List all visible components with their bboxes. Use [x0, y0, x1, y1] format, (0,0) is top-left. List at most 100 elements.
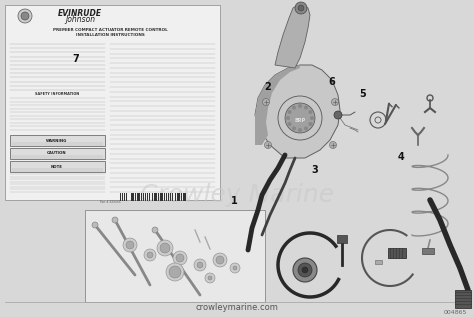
Circle shape — [304, 126, 308, 130]
Bar — [126, 193, 127, 201]
Bar — [175, 193, 176, 201]
Circle shape — [309, 110, 312, 114]
Bar — [124, 193, 125, 201]
Text: 6: 6 — [328, 77, 335, 87]
Bar — [185, 193, 186, 201]
Circle shape — [278, 96, 322, 140]
Bar — [179, 193, 180, 201]
Text: Part # XXXXXX: Part # XXXXXX — [100, 200, 120, 204]
Text: 004865: 004865 — [443, 309, 467, 314]
Text: EVINRUDE: EVINRUDE — [58, 9, 102, 17]
Circle shape — [288, 110, 292, 114]
Bar — [5, 5, 220, 200]
Circle shape — [302, 267, 308, 273]
Polygon shape — [255, 65, 340, 158]
Bar — [155, 193, 156, 201]
Circle shape — [292, 106, 296, 110]
Circle shape — [298, 104, 302, 108]
Circle shape — [169, 266, 181, 278]
Circle shape — [205, 273, 215, 283]
Circle shape — [286, 116, 290, 120]
Bar — [168, 193, 169, 201]
Circle shape — [304, 106, 308, 110]
Circle shape — [298, 5, 304, 11]
Circle shape — [230, 263, 240, 273]
Text: BRP: BRP — [294, 118, 306, 122]
Circle shape — [166, 263, 184, 281]
Circle shape — [285, 103, 315, 133]
Circle shape — [233, 266, 237, 270]
Circle shape — [144, 249, 156, 261]
Bar — [85, 210, 265, 302]
Circle shape — [298, 128, 302, 132]
Circle shape — [208, 276, 212, 280]
Text: Crowley Marine: Crowley Marine — [140, 183, 334, 207]
Text: 7: 7 — [73, 54, 79, 64]
Circle shape — [213, 253, 227, 267]
Text: 3: 3 — [312, 165, 319, 175]
Circle shape — [160, 243, 170, 253]
Circle shape — [157, 240, 173, 256]
Bar — [139, 193, 140, 201]
Circle shape — [298, 263, 312, 277]
Circle shape — [263, 99, 270, 106]
Bar — [143, 193, 145, 201]
Bar — [145, 193, 146, 201]
Text: crowleymarine.com: crowleymarine.com — [196, 303, 278, 313]
Bar — [388, 248, 406, 258]
Bar — [129, 193, 130, 201]
Text: CAUTION: CAUTION — [47, 152, 67, 156]
Bar — [422, 248, 434, 254]
Text: 5: 5 — [359, 88, 366, 99]
Circle shape — [295, 2, 307, 14]
Circle shape — [126, 241, 134, 249]
Circle shape — [147, 252, 153, 258]
Bar — [164, 193, 165, 201]
Bar — [10, 135, 105, 146]
Circle shape — [18, 9, 32, 23]
Text: Johnson: Johnson — [65, 16, 95, 24]
Bar — [337, 235, 347, 243]
Circle shape — [21, 12, 29, 20]
Bar — [133, 193, 134, 201]
Bar — [156, 193, 157, 201]
Text: NOTE: NOTE — [51, 165, 63, 169]
Bar — [166, 193, 167, 201]
Text: INSTALLATION INSTRUCTIONS: INSTALLATION INSTRUCTIONS — [76, 33, 145, 37]
Bar — [135, 193, 136, 201]
Circle shape — [216, 256, 224, 264]
Bar — [177, 193, 179, 201]
Bar — [137, 193, 139, 201]
Bar — [158, 193, 159, 201]
Circle shape — [310, 116, 314, 120]
Polygon shape — [275, 5, 310, 68]
Bar — [160, 193, 162, 201]
Circle shape — [194, 259, 206, 271]
Bar — [181, 193, 182, 201]
Circle shape — [123, 238, 137, 252]
Bar — [149, 193, 150, 201]
Circle shape — [92, 222, 98, 228]
Bar — [10, 148, 105, 159]
Text: WARNING: WARNING — [46, 139, 68, 143]
Circle shape — [292, 126, 296, 130]
Circle shape — [331, 99, 338, 106]
Bar — [120, 193, 121, 201]
Circle shape — [334, 111, 342, 119]
Text: 2: 2 — [264, 82, 271, 92]
Circle shape — [264, 141, 272, 148]
Circle shape — [329, 141, 337, 148]
Circle shape — [112, 217, 118, 223]
Bar — [173, 193, 174, 201]
Bar — [122, 193, 123, 201]
Text: SAFETY INFORMATION: SAFETY INFORMATION — [35, 92, 79, 96]
Circle shape — [293, 258, 317, 282]
Bar — [170, 193, 171, 201]
Bar — [455, 290, 471, 308]
Bar — [10, 161, 105, 172]
Circle shape — [197, 262, 203, 268]
Polygon shape — [255, 65, 300, 145]
Bar — [172, 193, 173, 201]
Bar — [183, 193, 184, 201]
Bar — [131, 193, 133, 201]
